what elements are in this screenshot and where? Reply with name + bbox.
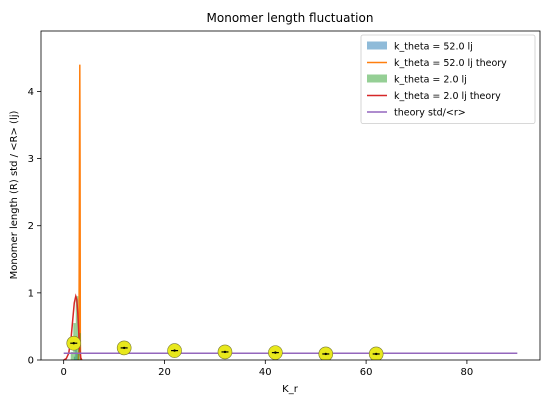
x-tick-label: 40 <box>259 367 272 378</box>
legend: k_theta = 52.0 lj k_theta = 52.0 lj theor… <box>360 34 536 124</box>
y-tick-label: 3 <box>28 154 34 165</box>
legend-box <box>360 34 536 124</box>
plot-frame <box>40 30 541 361</box>
plot-area <box>63 64 518 360</box>
legend-swatch-2 <box>367 74 387 83</box>
chart-title: Monomer length fluctuation <box>207 11 374 25</box>
legend-label-2: k_theta = 2.0 lj <box>394 75 467 86</box>
x-axis: 0 20 40 60 80 <box>60 360 473 378</box>
legend-swatch-0 <box>367 41 387 50</box>
scatter-center-1 <box>122 346 126 350</box>
scatter-center-2 <box>173 349 176 352</box>
hist-bar-2-0 <box>70 351 74 360</box>
y-tick-label: 1 <box>28 288 34 299</box>
legend-label-1: k_theta = 52.0 lj theory <box>394 58 507 69</box>
x-tick-label: 0 <box>60 367 66 378</box>
x-tick-label: 60 <box>360 367 373 378</box>
scatter-center-6 <box>374 352 378 356</box>
y-axis: 0 1 2 3 4 <box>28 87 41 367</box>
scatter-center-0 <box>72 342 75 345</box>
x-axis-label: K_r <box>282 384 299 395</box>
scatter-center-4 <box>274 351 277 354</box>
legend-label-0: k_theta = 52.0 lj <box>394 42 473 53</box>
legend-label-4: theory std/<r> <box>394 108 466 119</box>
hist-bar-2-2 <box>75 296 79 360</box>
scatter-center-3 <box>223 350 227 354</box>
scatter-center-5 <box>324 352 327 356</box>
x-tick-label: 80 <box>461 367 474 378</box>
y-axis-label: Monomer length (R) std / <R> (lj) <box>9 110 20 279</box>
y-tick-label: 2 <box>28 221 34 232</box>
legend-label-3: k_theta = 2.0 lj theory <box>394 91 501 102</box>
y-tick-label: 4 <box>28 87 34 98</box>
x-tick-label: 20 <box>158 367 171 378</box>
y-tick-label: 0 <box>28 356 34 367</box>
